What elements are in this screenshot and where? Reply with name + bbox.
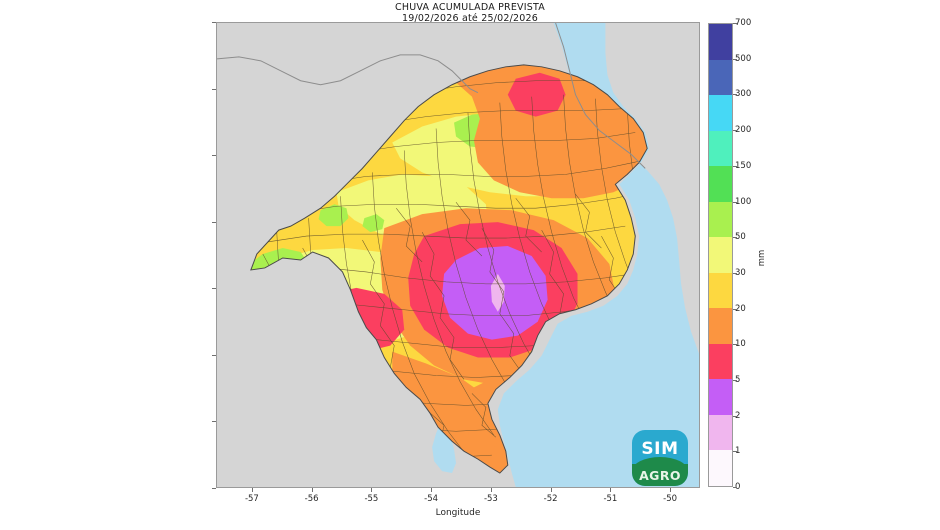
ytick-mark	[212, 288, 216, 290]
colorbar-tick-label: 300	[735, 89, 752, 100]
xtick-mark	[431, 488, 433, 492]
colorbar-unit-label: mm	[757, 249, 767, 267]
zone-5-10mm-north-spot	[507, 72, 566, 117]
ytick-mark	[212, 221, 216, 223]
ytick-mark	[212, 155, 216, 157]
colorbar-band-300-500	[709, 59, 732, 96]
colorbar-tick-mark	[733, 94, 737, 96]
xtick-mark	[251, 488, 253, 492]
xtick-mark	[550, 488, 552, 492]
colorbar-tick-label: 150	[735, 160, 752, 171]
ytick-mark	[212, 488, 216, 489]
ytick-mark	[212, 421, 216, 423]
colorbar-band-0-1	[709, 450, 732, 486]
ocean-atlantic	[497, 23, 699, 487]
colorbar-tick-mark	[733, 272, 737, 274]
xtick-label: -56	[304, 494, 319, 504]
xtick-label: -55	[364, 494, 379, 504]
colorbar-tick-mark	[733, 415, 737, 417]
state-border-rio-grande-do-sul	[250, 64, 648, 474]
colorbar-band-50-100	[709, 201, 732, 238]
colorbar-tick-label: 5	[735, 375, 741, 385]
x-axis-label: Longitude	[435, 508, 481, 518]
colorbar-tick-mark	[733, 344, 737, 346]
colorbar-tick-label: 10	[735, 339, 746, 350]
colorbar-tick-mark	[733, 201, 737, 203]
xtick-label: -52	[543, 494, 558, 504]
colorbar-tick-label: 0	[735, 482, 741, 492]
colorbar-band-1-2	[709, 414, 732, 451]
lagoa-mirim	[432, 419, 457, 474]
zone-50-100mm-small-b	[362, 214, 385, 233]
xtick-label: -50	[663, 494, 678, 504]
map-plot-area	[216, 22, 700, 488]
zone-50-100mm-small-a	[318, 204, 349, 227]
colorbar-tick-label: 200	[735, 125, 752, 136]
colorbar-tick-label: 700	[735, 18, 752, 28]
logo-bottom-background	[632, 457, 688, 486]
colorbar-band-20-30	[709, 272, 732, 309]
figure-title: CHUVA ACUMULADA PREVISTA 19/02/2026 até …	[0, 2, 940, 24]
colorbar-tick-mark	[733, 130, 737, 132]
ytick-mark	[212, 22, 216, 23]
colorbar-band-10-20	[709, 308, 732, 344]
xtick-mark	[610, 488, 612, 492]
country-border-coast-upper	[555, 23, 646, 169]
xtick-label: -54	[424, 494, 439, 504]
xtick-mark	[490, 488, 492, 492]
colorbar-tick-mark	[733, 23, 737, 24]
colorbar-band-200-300	[709, 95, 732, 131]
colorbar-band-5-10	[709, 343, 732, 380]
xtick-mark	[311, 488, 313, 492]
colorbar-tick-label: 100	[735, 196, 752, 207]
colorbar-tick-mark	[733, 58, 737, 60]
colorbar-tick-mark	[733, 308, 737, 310]
xtick-mark	[371, 488, 373, 492]
colorbar-tick-label: 2	[735, 410, 741, 421]
colorbar-tick-label: 30	[735, 267, 746, 278]
colorbar-tick-mark	[733, 380, 737, 381]
colorbar-tick-label: 1	[735, 446, 741, 457]
map-svg	[217, 23, 699, 487]
colorbar	[708, 23, 733, 487]
ytick-mark	[212, 88, 216, 90]
colorbar-band-500-700	[709, 24, 732, 60]
colorbar-band-2-5	[709, 379, 732, 415]
country-border-north	[217, 54, 479, 94]
colorbar-band-100-150	[709, 166, 732, 202]
logo-sim-text: SIM	[641, 439, 679, 459]
xtick-mark	[670, 488, 672, 492]
colorbar-tick-label: 50	[735, 232, 746, 243]
colorbar-tick-mark	[733, 237, 737, 239]
simagro-logo: SIM AGRO	[632, 430, 688, 486]
precipitation-choropleth	[250, 64, 648, 474]
colorbar-tick-label: 20	[735, 303, 746, 314]
logo-agro-text: AGRO	[639, 468, 681, 483]
colorbar-tick-label: 500	[735, 53, 752, 64]
title-line-1: CHUVA ACUMULADA PREVISTA	[395, 2, 545, 13]
xtick-label: -53	[483, 494, 498, 504]
colorbar-tick-mark	[733, 487, 737, 488]
colorbar-tick-mark	[733, 451, 737, 453]
colorbar-tick-mark	[733, 165, 737, 167]
zone-1-2mm-innermost	[490, 273, 505, 312]
xtick-label: -57	[244, 494, 259, 504]
xtick-label: -51	[603, 494, 618, 504]
ytick-mark	[212, 354, 216, 356]
colorbar-band-150-200	[709, 130, 732, 167]
colorbar-band-30-50	[709, 237, 732, 273]
